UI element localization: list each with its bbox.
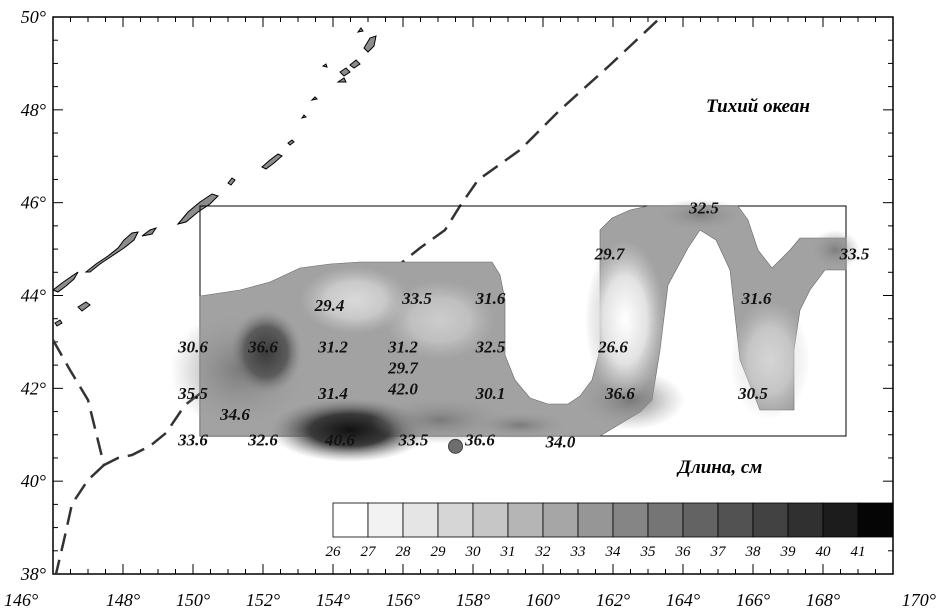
length-value: 34.0 [545, 433, 576, 452]
x-tick-label: 146° [4, 590, 38, 610]
legend-tick-label: 33 [570, 544, 586, 560]
legend-swatch [682, 502, 719, 538]
legend-tick-label: 27 [361, 544, 378, 560]
length-value: 36.6 [604, 384, 635, 403]
legend-tick-label: 29 [431, 544, 447, 560]
length-value: 42.0 [387, 379, 418, 398]
legend-swatch [402, 502, 439, 538]
length-value: 29.4 [314, 296, 345, 315]
x-tick-label: 166° [736, 590, 770, 610]
y-tick-label: 38° [20, 564, 46, 584]
legend-tick-label: 30 [465, 544, 482, 560]
station-marker [448, 438, 463, 454]
legend-swatch [752, 502, 789, 538]
legend-tick-label: 39 [780, 544, 797, 560]
length-value: 40.6 [324, 430, 355, 449]
length-value: 29.7 [387, 358, 419, 377]
color-scale-legend: 26 27 28 29 30 31 32 33 34 35 36 37 38 39 40 41 [326, 502, 894, 560]
length-value: 36.6 [464, 430, 495, 449]
legend-tick-label: 41 [851, 544, 866, 560]
length-value: 33.6 [177, 430, 208, 449]
length-value: 36.6 [247, 338, 278, 357]
legend-swatch [787, 502, 824, 538]
legend-swatch [507, 502, 544, 538]
length-value: 32.5 [688, 198, 719, 217]
length-value: 31.6 [741, 289, 772, 308]
length-value: 33.5 [839, 245, 870, 264]
length-value: 33.5 [401, 289, 432, 308]
x-tick-label: 162° [596, 590, 630, 610]
length-value: 30.1 [475, 384, 506, 403]
legend-swatch [437, 502, 474, 538]
length-value: 31.2 [317, 338, 348, 357]
length-value: 35.5 [177, 384, 208, 403]
legend-swatch [542, 502, 579, 538]
x-tick-label: 156° [386, 590, 420, 610]
x-tick-label: 148° [106, 590, 140, 610]
length-value: 29.7 [594, 245, 626, 264]
length-value-labels: 32.5 33.5 29.7 29.4 33.5 31.6 31.6 30.6 36.6 31.2… [177, 198, 870, 451]
x-tick-label: 168° [806, 590, 840, 610]
legend-swatch [472, 502, 509, 538]
x-tick-label: 152° [246, 590, 280, 610]
axis-tick-labels: 146° 148° 150° 152° 154° 156° 158° 160° 162° 164°… [4, 7, 936, 610]
legend-tick-label: 32 [535, 544, 552, 560]
y-tick-label: 48° [21, 100, 46, 120]
y-tick-label: 40° [21, 471, 46, 491]
length-value: 32.5 [475, 338, 506, 357]
length-value: 31.2 [387, 338, 418, 357]
legend-tick-label: 34 [605, 544, 622, 560]
y-tick-label: 44° [21, 286, 46, 306]
legend-swatch [857, 502, 894, 538]
length-value: 30.5 [737, 384, 768, 403]
x-tick-label: 160° [526, 590, 560, 610]
legend-swatch [717, 502, 754, 538]
y-tick-label: 50° [21, 7, 46, 27]
y-tick-label: 46° [21, 193, 46, 213]
length-contour-field [170, 199, 860, 462]
length-value: 31.4 [317, 384, 348, 403]
legend-swatch [367, 502, 404, 538]
x-tick-label: 170° [902, 590, 936, 610]
legend-swatch [647, 502, 684, 538]
axis-ticks [52, 16, 894, 575]
y-tick-label: 42° [21, 378, 46, 398]
legend-swatch [332, 502, 369, 538]
kuril-islands [53, 27, 377, 327]
x-tick-label: 150° [176, 590, 210, 610]
legend-swatch [822, 502, 859, 538]
length-value: 31.6 [475, 289, 506, 308]
ocean-label: Тихий океан [706, 96, 810, 117]
legend-tick-label: 35 [640, 544, 657, 560]
legend-tick-label: 38 [745, 544, 762, 560]
legend-tick-label: 28 [396, 544, 412, 560]
length-value: 32.6 [247, 430, 278, 449]
legend-tick-label: 36 [675, 544, 692, 560]
length-value: 30.6 [177, 338, 208, 357]
legend-tick-label: 37 [710, 544, 728, 560]
length-value: 26.6 [597, 338, 628, 357]
length-value: 33.5 [398, 430, 429, 449]
x-tick-label: 154° [316, 590, 350, 610]
x-tick-label: 158° [456, 590, 490, 610]
legend-title: Длина, см [676, 457, 762, 478]
legend-tick-label: 26 [326, 544, 342, 560]
legend-tick-label: 31 [500, 544, 516, 560]
x-tick-label: 164° [666, 590, 700, 610]
legend-swatch [612, 502, 649, 538]
legend-swatch [577, 502, 614, 538]
legend-tick-label: 40 [816, 544, 832, 560]
length-value: 34.6 [219, 405, 250, 424]
